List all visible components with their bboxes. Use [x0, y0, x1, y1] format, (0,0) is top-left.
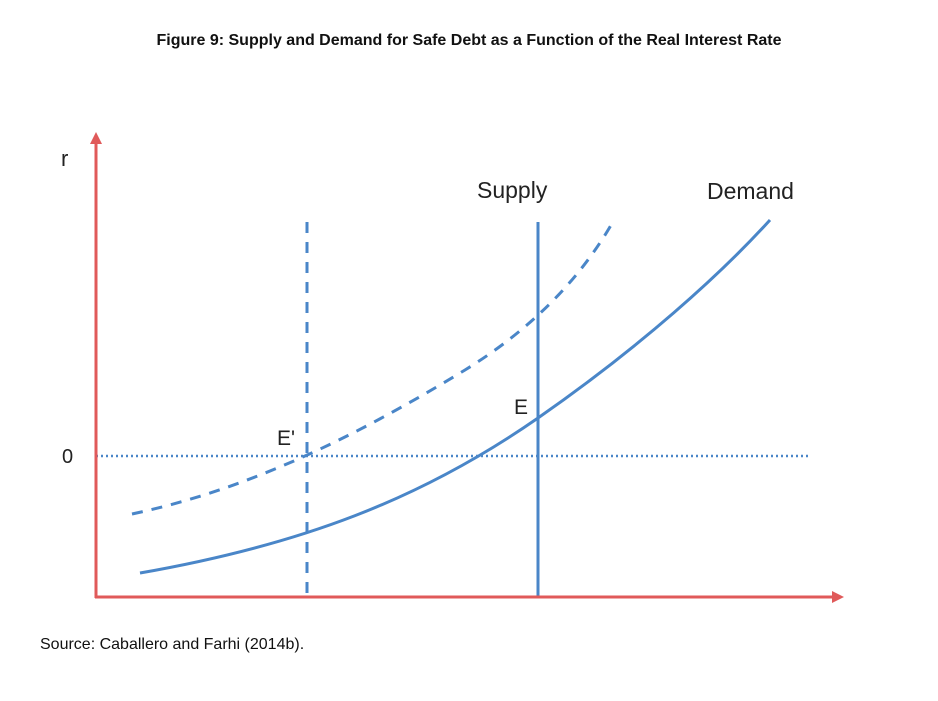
- equilibrium-label: E: [514, 396, 528, 419]
- figure-title: Figure 9: Supply and Demand for Safe Deb…: [156, 32, 782, 49]
- new-equilibrium-label: E': [277, 427, 295, 450]
- shifted-demand-curve: [131, 219, 616, 516]
- supply-label: Supply: [477, 177, 548, 203]
- y-axis-label: r: [61, 146, 68, 171]
- source-note: Source: Caballero and Farhi (2014b).: [40, 636, 305, 653]
- zero-label: 0: [62, 446, 73, 468]
- demand-curve: [139, 218, 772, 575]
- demand-label: Demand: [707, 178, 794, 204]
